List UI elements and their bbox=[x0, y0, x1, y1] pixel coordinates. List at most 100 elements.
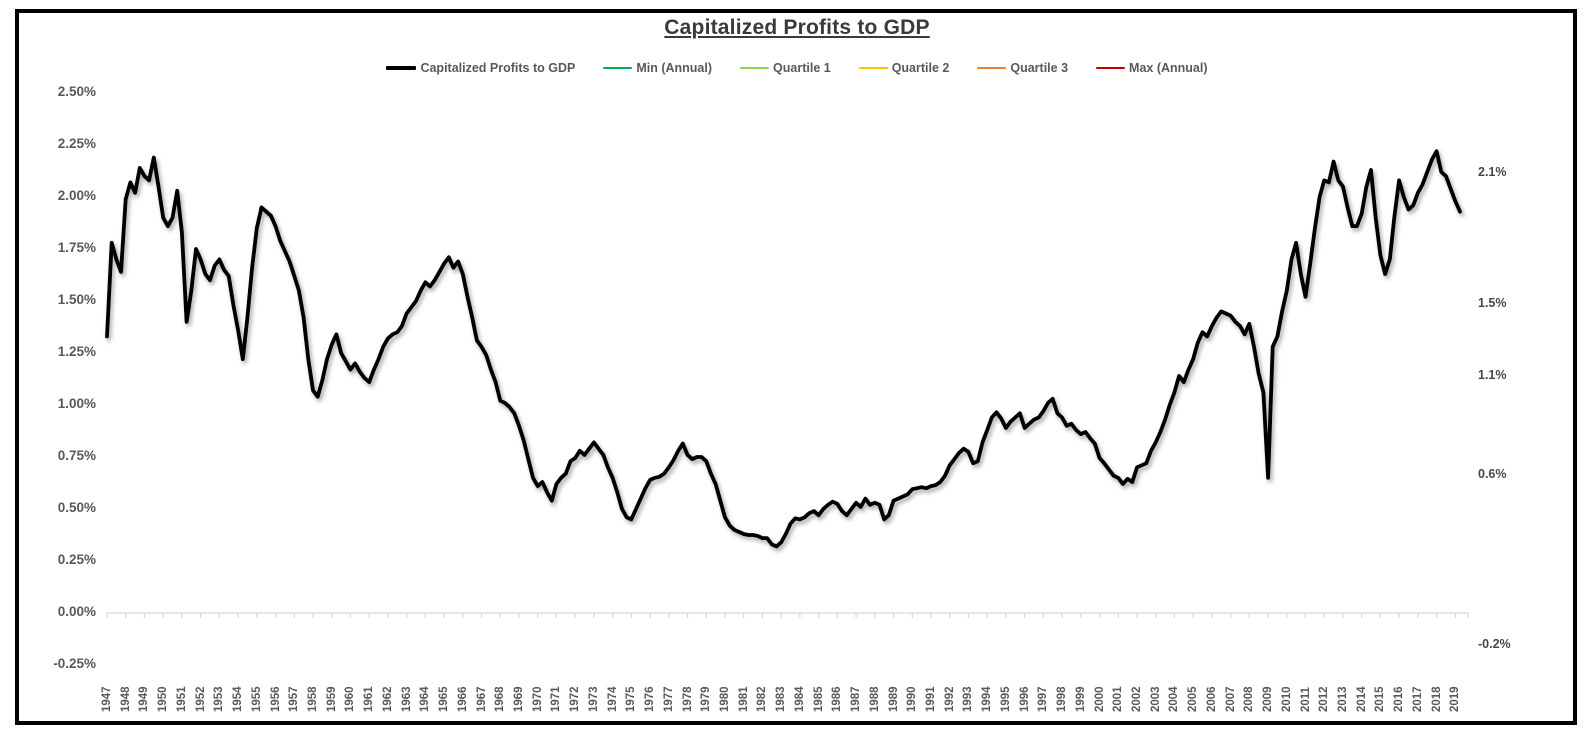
legend-item-capitalized-profits-to-gdp: Capitalized Profits to GDP bbox=[386, 61, 575, 75]
x-axis-label: 2016 bbox=[1393, 686, 1406, 712]
x-axis-label: 1983 bbox=[775, 686, 788, 712]
x-axis-label: 1966 bbox=[456, 686, 469, 712]
x-axis-label: 1978 bbox=[681, 686, 694, 712]
x-axis-label: 1947 bbox=[101, 686, 113, 712]
x-axis-label: 1999 bbox=[1074, 686, 1087, 712]
x-axis-label: 1976 bbox=[644, 686, 657, 712]
x-axis-label: 1975 bbox=[625, 686, 638, 712]
x-axis-label: 2008 bbox=[1243, 686, 1256, 712]
x-axis-label: 1994 bbox=[981, 686, 994, 712]
x-axis-label: 1982 bbox=[756, 686, 769, 712]
x-axis-label: 1984 bbox=[793, 686, 806, 712]
refline-value-label: 0.6% bbox=[1478, 466, 1507, 481]
legend-label: Min (Annual) bbox=[636, 61, 713, 75]
x-axis-label: 1960 bbox=[344, 686, 357, 712]
x-axis-label: 1959 bbox=[325, 686, 338, 712]
x-axis-label: 2005 bbox=[1187, 686, 1200, 712]
y-axis-label: 2.00% bbox=[57, 188, 96, 203]
chart-title: Capitalized Profits to GDP bbox=[664, 16, 930, 39]
legend-line-swatch bbox=[1096, 67, 1126, 69]
refline-value-label: -0.2% bbox=[1478, 637, 1511, 652]
x-axis-label: 2002 bbox=[1130, 686, 1143, 712]
legend-line-swatch bbox=[740, 67, 770, 69]
x-axis-label: 2012 bbox=[1318, 686, 1331, 712]
x-axis-label: 2010 bbox=[1280, 686, 1293, 712]
x-axis-label: 1958 bbox=[306, 686, 319, 712]
x-axis-label: 1971 bbox=[550, 686, 563, 712]
legend-item-max-annual-: Max (Annual) bbox=[1096, 61, 1208, 75]
y-axis-label: 0.75% bbox=[57, 448, 96, 463]
legend-label: Quartile 1 bbox=[773, 61, 831, 75]
legend-label: Quartile 2 bbox=[891, 61, 950, 75]
chart-border bbox=[15, 9, 1577, 725]
x-axis-label: 1970 bbox=[531, 686, 544, 712]
legend-line-swatch bbox=[603, 67, 633, 69]
refline-value-label: 1.5% bbox=[1478, 296, 1507, 311]
x-axis-label: 1981 bbox=[737, 686, 750, 712]
refline-value-label: 2.1% bbox=[1478, 165, 1507, 180]
x-axis-label: 1955 bbox=[250, 686, 263, 712]
x-axis-label: 2009 bbox=[1262, 686, 1275, 712]
legend-item-quartile-1: Quartile 1 bbox=[740, 61, 831, 75]
x-axis-label: 1977 bbox=[662, 686, 675, 712]
legend-line-swatch bbox=[386, 66, 417, 70]
x-axis-label: 1998 bbox=[1056, 686, 1069, 712]
x-axis-label: 1952 bbox=[194, 686, 207, 712]
x-axis-label: 1957 bbox=[288, 686, 301, 712]
x-axis-label: 1950 bbox=[157, 686, 170, 712]
y-axis-label: 2.25% bbox=[57, 136, 96, 151]
x-axis-label: 2017 bbox=[1411, 686, 1424, 712]
x-axis-label: 1986 bbox=[831, 686, 844, 712]
profits-to-gdp-line bbox=[105, 149, 1462, 549]
x-axis-label: 1949 bbox=[138, 686, 151, 712]
x-axis-label: 1996 bbox=[1018, 686, 1031, 712]
y-axis-label: 1.00% bbox=[57, 396, 96, 411]
x-axis-label: 1967 bbox=[475, 686, 488, 712]
x-axis-label: 1992 bbox=[943, 686, 956, 712]
x-axis-label: 1972 bbox=[569, 686, 582, 712]
x-axis-label: 1954 bbox=[232, 686, 245, 712]
x-axis-label: 1979 bbox=[700, 686, 713, 712]
y-axis-label: 0.25% bbox=[57, 552, 96, 567]
x-axis-label: 2019 bbox=[1449, 686, 1462, 712]
x-axis-label: 1953 bbox=[213, 686, 226, 712]
x-axis-label: 1989 bbox=[887, 686, 900, 712]
legend-item-quartile-2: Quartile 2 bbox=[858, 61, 950, 75]
x-axis-label: 1995 bbox=[999, 686, 1012, 712]
x-axis-label: 1991 bbox=[924, 686, 937, 712]
x-axis-label: 1988 bbox=[868, 686, 881, 712]
legend-label: Quartile 3 bbox=[1010, 61, 1069, 75]
refline-value-label: 1.1% bbox=[1478, 367, 1507, 382]
y-axis-label: 1.50% bbox=[57, 292, 96, 307]
x-axis-label: 1997 bbox=[1037, 686, 1050, 712]
x-axis-label: 2015 bbox=[1374, 686, 1387, 712]
x-axis-label: 1961 bbox=[363, 686, 376, 712]
y-axis-label: 0.00% bbox=[57, 604, 96, 619]
x-axis-label: 1980 bbox=[718, 686, 731, 712]
x-axis-label: 2004 bbox=[1168, 686, 1181, 712]
x-axis-label: 2018 bbox=[1430, 686, 1443, 712]
x-axis-label: 1987 bbox=[850, 686, 863, 712]
y-axis-label: 1.25% bbox=[57, 344, 96, 359]
x-axis-label: 1968 bbox=[494, 686, 507, 712]
x-axis-label: 2013 bbox=[1336, 686, 1349, 712]
legend-line-swatch bbox=[858, 67, 888, 69]
x-axis-label: 1964 bbox=[419, 686, 432, 712]
x-axis-label: 2001 bbox=[1112, 686, 1125, 712]
x-axis-label: 1985 bbox=[812, 686, 825, 712]
x-axis-label: 1993 bbox=[962, 686, 975, 712]
y-axis-label: 0.50% bbox=[57, 500, 96, 515]
x-axis-label: 1956 bbox=[269, 686, 282, 712]
y-axis-label: 1.75% bbox=[57, 240, 96, 255]
x-axis-label: 1974 bbox=[606, 686, 619, 712]
x-axis-label: 1962 bbox=[381, 686, 394, 712]
x-axis-label: 1951 bbox=[175, 686, 188, 712]
x-axis-label: 2000 bbox=[1093, 686, 1106, 712]
legend-label: Capitalized Profits to GDP bbox=[420, 61, 576, 75]
x-axis-label: 2007 bbox=[1224, 686, 1237, 712]
x-axis-label: 2014 bbox=[1355, 686, 1368, 712]
legend-item-min-annual-: Min (Annual) bbox=[603, 61, 712, 75]
legend-label: Max (Annual) bbox=[1129, 61, 1208, 75]
